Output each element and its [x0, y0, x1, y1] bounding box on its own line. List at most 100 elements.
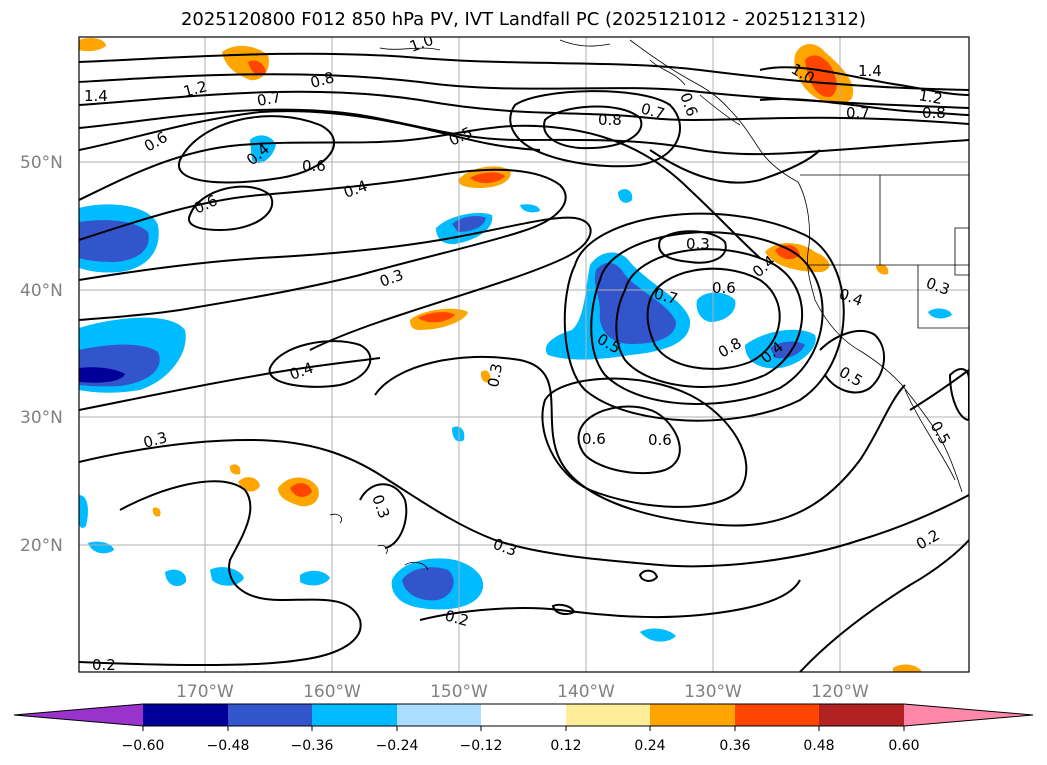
contour-label: 0.7: [256, 88, 283, 110]
contour-label: 0.6: [302, 157, 326, 175]
pv-negative-shading: [79, 135, 952, 642]
lat-label-40n: 40°N: [20, 281, 63, 301]
contour-cyclone-1: [646, 267, 781, 370]
contour-05: [79, 124, 761, 259]
contour-label: 0.6: [648, 431, 672, 449]
colorbar-bin: [312, 704, 397, 726]
map-layers: 1.4 1.2 0.8 0.7 1.0 0.6 0.4 0.6 0.5 0.6 …: [79, 37, 969, 674]
lon-labels: 170°W 160°W 150°W 140°W 130°W 120°W: [176, 682, 869, 702]
orange-region-122w: [876, 264, 889, 275]
contour-loop-08: [543, 105, 643, 150]
alaska-islands: [379, 39, 741, 126]
contour-label: 0.2: [92, 656, 116, 674]
contour-label: 1.4: [858, 62, 882, 80]
contour-loop-06: [187, 185, 273, 232]
contour-north-5: [79, 110, 541, 151]
contour-02-lower: [79, 480, 362, 667]
coastlines: [329, 39, 969, 571]
contour-07: [509, 90, 681, 168]
colorbar-under-arrow: [14, 704, 143, 726]
contour-label: 0.8: [598, 111, 622, 129]
colorbar-tick-label: 0.48: [803, 738, 834, 754]
contour-05-lower: [541, 377, 748, 508]
lon-label-170w: 170°W: [176, 682, 234, 702]
contour-cyclone-03: [658, 230, 727, 264]
contour-small-loop-2: [551, 603, 576, 615]
contour-04: [79, 168, 567, 321]
red-region-northeast: [805, 55, 837, 98]
colorbar-bin: [566, 704, 650, 726]
blue-region-pacific-44n-core: [452, 216, 486, 232]
contour-label: 0.7: [639, 99, 667, 123]
orange-region-small-22n: [152, 507, 161, 517]
contour-label: 1.2: [181, 77, 209, 101]
colorbar-tick-label: 0.24: [634, 738, 665, 754]
contour-label: 0.3: [484, 362, 506, 389]
colorbar-tick-label: 0.12: [550, 738, 581, 754]
red-region-48n: [470, 172, 505, 184]
colorbar-bin: [819, 704, 904, 726]
contour-label: 1.4: [84, 87, 108, 105]
lon-label-140w: 140°W: [557, 682, 615, 702]
contour-coast-east: [909, 369, 969, 411]
blue-region-cyclone-core: [594, 262, 676, 344]
contour-north-3: [79, 90, 969, 125]
contour-03-west: [359, 483, 408, 549]
contour-label: 0.8: [922, 104, 946, 122]
state-border-2: [917, 265, 969, 329]
blue-region-small-3: [210, 567, 244, 586]
colorbar-bin: [397, 704, 481, 726]
contour-ne-3: [649, 149, 821, 184]
colorbar-tick-label: −0.12: [460, 738, 503, 754]
contour-06-lower: [577, 405, 681, 475]
baja-california-coast: [904, 389, 956, 481]
blue-region-135w-38n: [696, 292, 736, 322]
orange-region-topleft: [79, 38, 106, 52]
state-border-4: [954, 227, 969, 276]
orange-region-small-27n: [229, 464, 241, 475]
blue-region-small-1: [250, 135, 276, 164]
lon-label-120w: 120°W: [811, 682, 869, 702]
lon-label-150w: 150°W: [430, 682, 488, 702]
contour-label: 0.3: [686, 235, 710, 253]
contour-right-loop: [948, 368, 969, 422]
lon-label-130w: 130°W: [684, 682, 742, 702]
contour-cyclone-3: [590, 231, 824, 405]
colorbar-tick-label: 0.36: [719, 738, 750, 754]
colorbar-bin: [735, 704, 819, 726]
red-region-coast-42n: [775, 245, 800, 260]
contour-cyclone-4: [563, 212, 845, 422]
blue-region-west-45n-core: [79, 220, 149, 262]
contour-03-lower: [79, 438, 969, 568]
contour-cyclone-2: [615, 248, 804, 388]
lat-label-30n: 30°N: [20, 408, 63, 428]
colorbar-ticks: [142, 726, 905, 731]
contour-02-middle: [419, 579, 801, 621]
contour-04-loop: [268, 340, 372, 388]
orange-region-32n: [480, 370, 491, 383]
blue-region-small-9: [618, 189, 633, 203]
contour-02-right: [799, 539, 969, 672]
map-frame: [78, 36, 970, 673]
colorbar-bin: [143, 704, 228, 726]
lat-label-50n: 50°N: [20, 153, 63, 173]
red-region-37n: [418, 312, 455, 323]
navy-region-west-35n: [79, 367, 125, 383]
colorbar-bin: [228, 704, 312, 726]
blue-region-near-coast-core: [770, 341, 805, 359]
pv-contours: [79, 52, 969, 672]
contour-low-lat-03: [79, 357, 381, 411]
blue-region-small-11: [928, 308, 952, 319]
colorbar-tick-label: −0.36: [291, 738, 334, 754]
contour-label: 0.6: [712, 279, 736, 297]
lat-label-20n: 20°N: [20, 536, 63, 556]
contour-ne-1: [759, 66, 969, 96]
colorbar-tick-label: −0.48: [207, 738, 250, 754]
colorbar-over-arrow: [904, 704, 1033, 726]
contour-north-1: [79, 52, 969, 91]
colorbar-tick-label: −0.60: [122, 738, 165, 754]
blue-region-small-5: [640, 628, 676, 642]
north-america-coastline: [629, 39, 963, 493]
blue-region-small-6: [79, 495, 88, 528]
